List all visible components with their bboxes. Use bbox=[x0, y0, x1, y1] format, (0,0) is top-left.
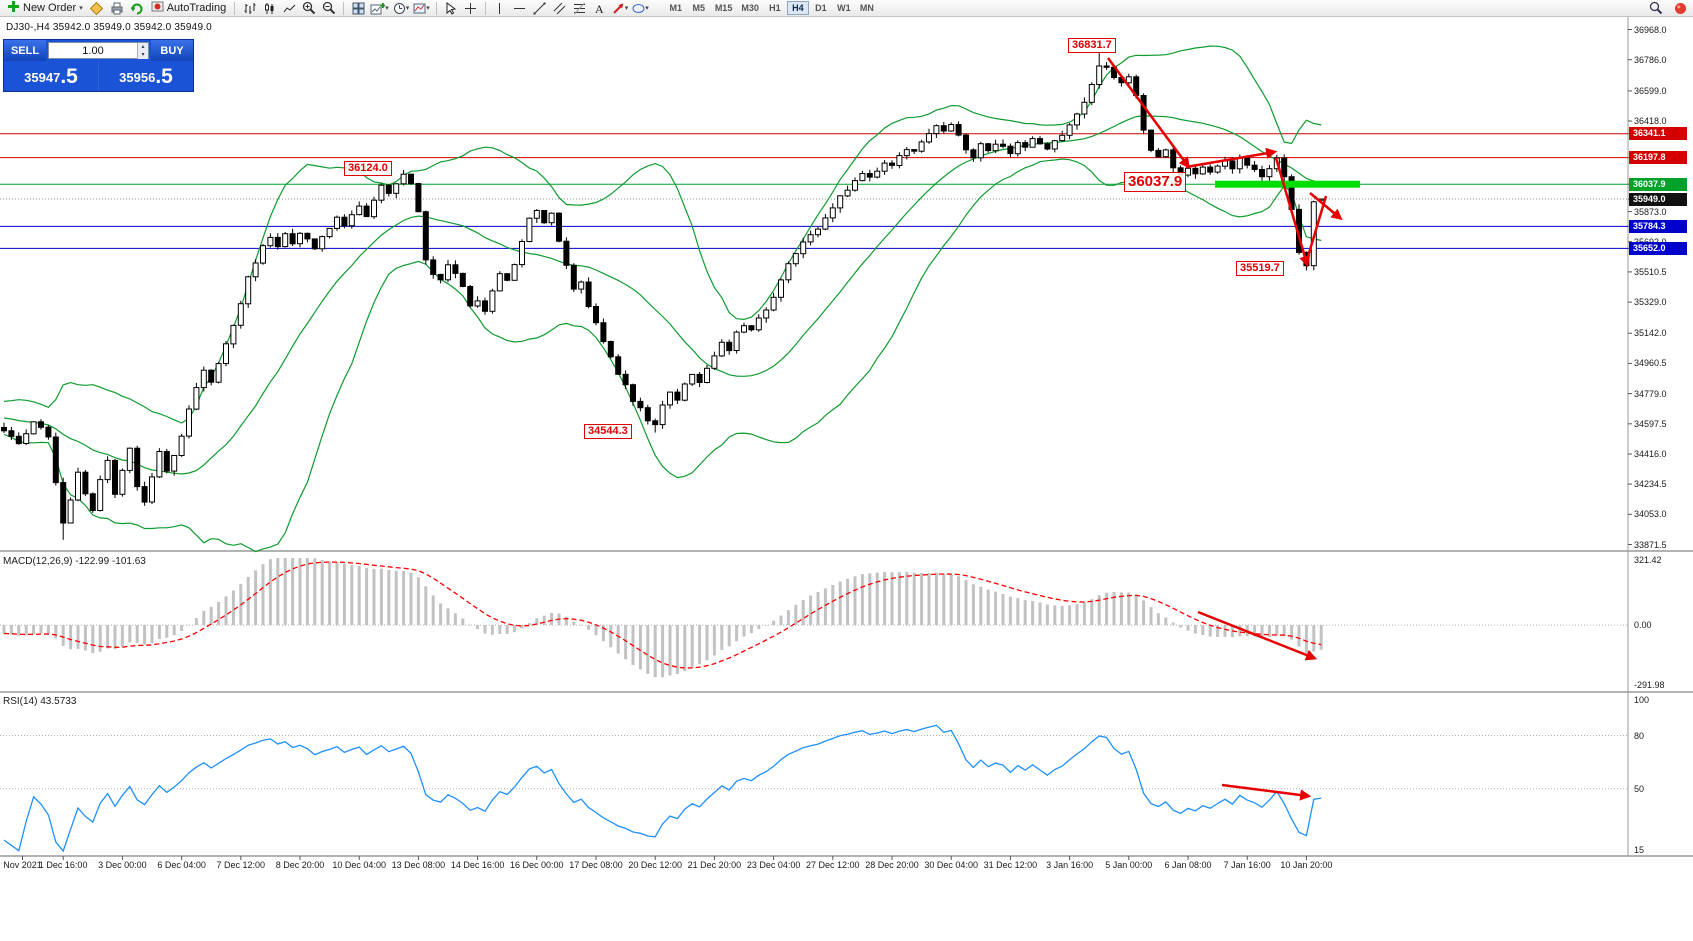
autotrading-label: AutoTrading bbox=[166, 2, 227, 14]
bar-chart-icon[interactable] bbox=[239, 1, 259, 16]
volume-stepper[interactable]: ▴ ▾ bbox=[137, 42, 148, 59]
chevron-down-icon: ▾ bbox=[405, 4, 410, 12]
sell-price[interactable]: 35947.5 bbox=[4, 61, 99, 91]
arrows-object-icon[interactable]: ▾ bbox=[610, 1, 631, 16]
chevron-down-icon: ▾ bbox=[385, 4, 389, 12]
new-chart-icon[interactable]: ▾ bbox=[368, 1, 391, 16]
chevron-down-icon: ▾ bbox=[426, 4, 430, 12]
autotrading-button[interactable]: AutoTrading bbox=[147, 1, 231, 16]
volume-up-icon[interactable]: ▴ bbox=[138, 42, 148, 51]
volume-down-icon[interactable]: ▾ bbox=[138, 50, 148, 59]
svg-text:A: A bbox=[595, 2, 604, 15]
scale-ticks bbox=[22, 29, 1632, 860]
zoom-in-icon[interactable] bbox=[299, 1, 319, 16]
one-click-trading-panel: SELL 1.00 ▴ ▾ BUY 35947.5 35956.5 bbox=[3, 39, 194, 92]
candlestick-chart-icon[interactable] bbox=[259, 1, 279, 16]
notification-badge-icon[interactable] bbox=[1670, 1, 1690, 16]
price-annotation[interactable]: 36037.9 bbox=[1124, 172, 1187, 192]
new-order-label: New Order bbox=[23, 2, 77, 14]
autotrading-status-icon bbox=[151, 0, 164, 16]
buy-price[interactable]: 35956.5 bbox=[119, 65, 173, 88]
vertical-line-icon[interactable] bbox=[490, 1, 510, 16]
rsi-levels bbox=[0, 735, 1628, 790]
periods-icon[interactable]: ▾ bbox=[391, 1, 412, 16]
macd-signal-line bbox=[3, 561, 1322, 669]
toolbar-separator bbox=[234, 1, 236, 15]
timeframe-button-h1[interactable]: H1 bbox=[769, 3, 781, 13]
timeframe-button-mn[interactable]: MN bbox=[859, 3, 874, 13]
timeframe-button-m5[interactable]: M5 bbox=[692, 3, 706, 13]
support-highlight-bar bbox=[1215, 180, 1360, 188]
timeframe-button-m15[interactable]: M15 bbox=[714, 3, 733, 13]
buy-button[interactable]: BUY bbox=[151, 40, 193, 61]
symbol-ohlc-label: DJ30-,H4 35942.0 35949.0 35942.0 35949.0 bbox=[6, 22, 212, 33]
timeframe-button-d1[interactable]: D1 bbox=[815, 3, 827, 13]
printer-icon[interactable] bbox=[107, 1, 127, 16]
fibonacci-icon[interactable] bbox=[570, 1, 590, 16]
zoom-out-icon[interactable] bbox=[319, 1, 339, 16]
macd-label: MACD(12,26,9) -122.99 -101.63 bbox=[3, 556, 146, 567]
timeframe-button-m30[interactable]: M30 bbox=[741, 3, 759, 13]
plus-icon bbox=[7, 0, 20, 16]
chevron-down-icon: ▾ bbox=[79, 4, 83, 12]
price-annotation[interactable]: 36831.7 bbox=[1068, 38, 1116, 53]
diamond-icon[interactable] bbox=[87, 1, 107, 16]
chevron-down-icon: ▾ bbox=[624, 4, 629, 12]
volume-value[interactable]: 1.00 bbox=[82, 44, 104, 57]
level-lines bbox=[0, 133, 1628, 249]
price-annotation[interactable]: 36124.0 bbox=[344, 161, 392, 176]
chevron-down-icon: ▾ bbox=[645, 4, 649, 12]
toolbar-separator bbox=[343, 1, 345, 15]
horizontal-line-icon[interactable] bbox=[510, 1, 530, 16]
refresh-icon[interactable] bbox=[127, 1, 147, 16]
toolbar: New Order ▾ AutoTrading ▾ ▾ ▾ A ▾ ▾ M1 M5… bbox=[0, 0, 1693, 17]
templates-icon[interactable]: ▾ bbox=[411, 1, 432, 16]
new-order-button[interactable]: New Order ▾ bbox=[3, 1, 87, 16]
rsi-line bbox=[3, 724, 1322, 853]
tile-windows-icon[interactable] bbox=[348, 1, 368, 16]
line-chart-icon[interactable] bbox=[279, 1, 299, 16]
price-annotation[interactable]: 34544.3 bbox=[584, 424, 632, 439]
crosshair-icon[interactable] bbox=[461, 1, 481, 16]
rsi-label: RSI(14) 43.5733 bbox=[3, 696, 77, 707]
text-icon[interactable]: A bbox=[590, 1, 610, 16]
cursor-icon[interactable] bbox=[441, 1, 461, 16]
bollinger-bands bbox=[3, 45, 1322, 553]
toolbar-separator bbox=[484, 1, 486, 15]
timeframe-button-h4[interactable]: H4 bbox=[786, 1, 809, 15]
macd-histogram bbox=[0, 558, 1628, 678]
price-annotation[interactable]: 35519.7 bbox=[1236, 261, 1284, 276]
volume-field[interactable]: 1.00 ▴ ▾ bbox=[48, 42, 149, 59]
channel-icon[interactable] bbox=[550, 1, 570, 16]
trend-arrows bbox=[1106, 57, 1343, 801]
timeframe-button-w1[interactable]: W1 bbox=[837, 3, 851, 13]
trendline-icon[interactable] bbox=[530, 1, 550, 16]
shapes-icon[interactable]: ▾ bbox=[630, 1, 651, 16]
search-icon[interactable] bbox=[1646, 1, 1666, 16]
timeframe-button-m1[interactable]: M1 bbox=[669, 3, 683, 13]
timeframe-bar: M1 M5 M15 M30 H1 H4 D1 W1 MN bbox=[665, 1, 878, 15]
toolbar-separator bbox=[435, 1, 437, 15]
sell-button[interactable]: SELL bbox=[4, 40, 46, 61]
